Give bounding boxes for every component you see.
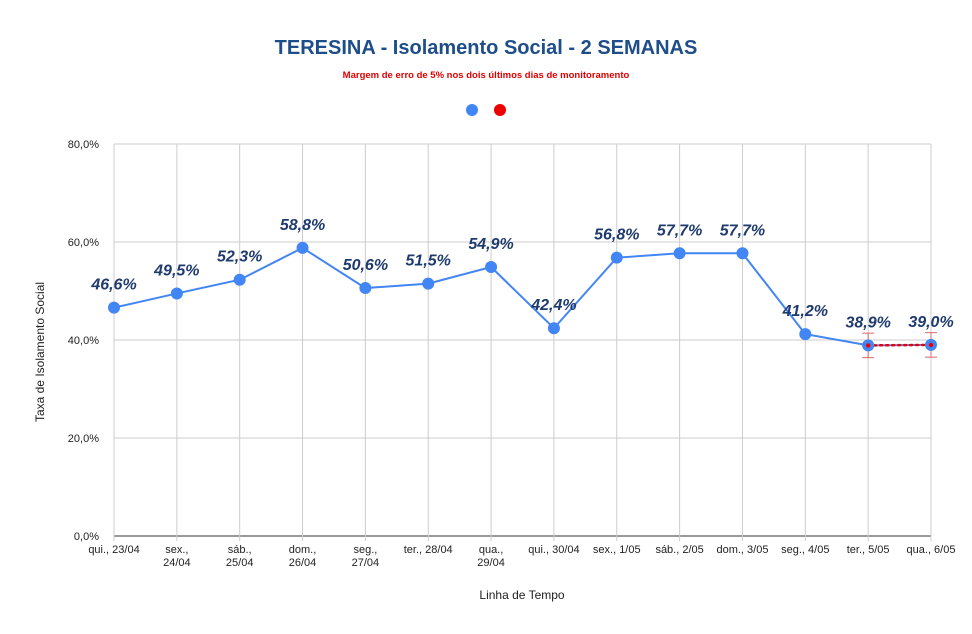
x-tick-label: sáb., 2/05	[655, 544, 703, 556]
x-tick-line: seg., 4/05	[781, 544, 829, 556]
x-tick-line: seg.,	[353, 544, 377, 556]
x-tick-line: sáb., 2/05	[655, 544, 703, 556]
data-point	[673, 247, 686, 260]
data-label: 56,8%	[594, 227, 639, 244]
x-tick-line: qua., 6/05	[907, 544, 956, 556]
x-tick-line: ter., 28/04	[404, 544, 453, 556]
x-tick-line: ter., 5/05	[847, 544, 890, 556]
x-tick-label: qui., 23/04	[88, 544, 139, 556]
x-tick-label: qua., 29/04	[477, 544, 505, 569]
x-tick-line: sex.,	[165, 544, 188, 556]
data-point	[296, 241, 309, 254]
data-label: 57,7%	[720, 222, 765, 239]
data-label: 57,7%	[657, 222, 702, 239]
data-point	[547, 322, 560, 335]
x-tick-label: qua., 6/05	[907, 544, 956, 556]
x-tick-label: seg., 27/04	[352, 544, 380, 569]
data-label: 52,3%	[217, 249, 262, 266]
y-tick-label: 0,0%	[74, 531, 99, 543]
x-tick-label: sáb., 25/04	[226, 544, 254, 569]
series-lines	[113, 246, 933, 347]
data-point	[233, 273, 246, 286]
data-point	[799, 328, 812, 341]
y-axis-ticks: 0,0% 20,0% 40,0% 60,0% 80,0%	[68, 139, 99, 543]
data-points	[108, 241, 937, 352]
data-point	[108, 301, 120, 314]
chart-subtitle: Margem de erro de 5% nos dois últimos di…	[343, 70, 630, 81]
data-label: 38,9%	[845, 314, 890, 331]
data-label: 54,9%	[468, 236, 513, 253]
data-point	[170, 287, 183, 300]
x-tick-line: qua.,	[479, 544, 503, 556]
x-axis-ticks: qui., 23/04 sex., 24/04 sáb., 25/04 dom., 26/0…	[88, 544, 955, 569]
legend	[466, 104, 506, 116]
data-point-secondary	[865, 343, 871, 348]
error-bars	[862, 332, 937, 359]
x-tick-label: ter., 28/04	[404, 544, 453, 556]
y-tick-label: 40,0%	[68, 335, 99, 347]
gridlines	[113, 143, 932, 541]
data-point	[422, 277, 435, 290]
data-label: 42,4%	[530, 297, 576, 314]
chart-title: TERESINA - Isolamento Social - 2 SEMANAS	[275, 37, 698, 59]
y-axis-title: Taxa de Isolamento Social	[33, 282, 47, 422]
data-label: 50,6%	[343, 257, 388, 274]
legend-marker	[466, 104, 478, 116]
x-tick-label: seg., 4/05	[781, 544, 829, 556]
x-tick-line: sex., 1/05	[593, 544, 641, 556]
data-label: 58,8%	[280, 217, 325, 234]
data-point	[485, 260, 498, 273]
data-label: 39,0%	[908, 314, 953, 331]
x-tick-label: sex., 24/04	[163, 544, 191, 569]
data-label: 41,2%	[782, 303, 828, 320]
data-labels: 46,6% 49,5% 52,3% 58,8% 50,6% 51,5% 54,9% 42,4%…	[90, 217, 953, 332]
x-tick-label: qui., 30/04	[528, 544, 579, 556]
x-tick-label: ter., 5/05	[847, 544, 890, 556]
data-point	[610, 251, 623, 264]
x-tick-label: sex., 1/05	[593, 544, 641, 556]
data-label: 49,5%	[153, 262, 199, 279]
x-tick-line: sáb.,	[228, 544, 252, 556]
y-tick-label: 80,0%	[68, 139, 99, 151]
legend-marker	[494, 104, 506, 116]
x-tick-line: 24/04	[163, 557, 191, 569]
x-tick-label: dom., 3/05	[716, 544, 768, 556]
x-tick-line: qui., 30/04	[528, 544, 579, 556]
data-label: 46,6%	[90, 277, 136, 294]
x-tick-line: dom.,	[289, 544, 317, 556]
data-point	[359, 282, 372, 295]
x-tick-line: 25/04	[226, 557, 254, 569]
x-tick-line: 26/04	[289, 557, 317, 569]
x-tick-line: 27/04	[352, 557, 380, 569]
series-line	[113, 246, 932, 347]
x-tick-line: dom., 3/05	[716, 544, 768, 556]
x-axis-title: Linha de Tempo	[479, 588, 565, 602]
data-label: 51,5%	[406, 253, 451, 270]
x-tick-line: 29/04	[477, 557, 505, 569]
data-point	[736, 247, 749, 260]
x-tick-label: dom., 26/04	[289, 544, 317, 569]
y-tick-label: 20,0%	[68, 433, 99, 445]
x-tick-line: qui., 23/04	[88, 544, 139, 556]
data-point-secondary	[928, 342, 934, 348]
y-tick-label: 60,0%	[68, 237, 99, 249]
